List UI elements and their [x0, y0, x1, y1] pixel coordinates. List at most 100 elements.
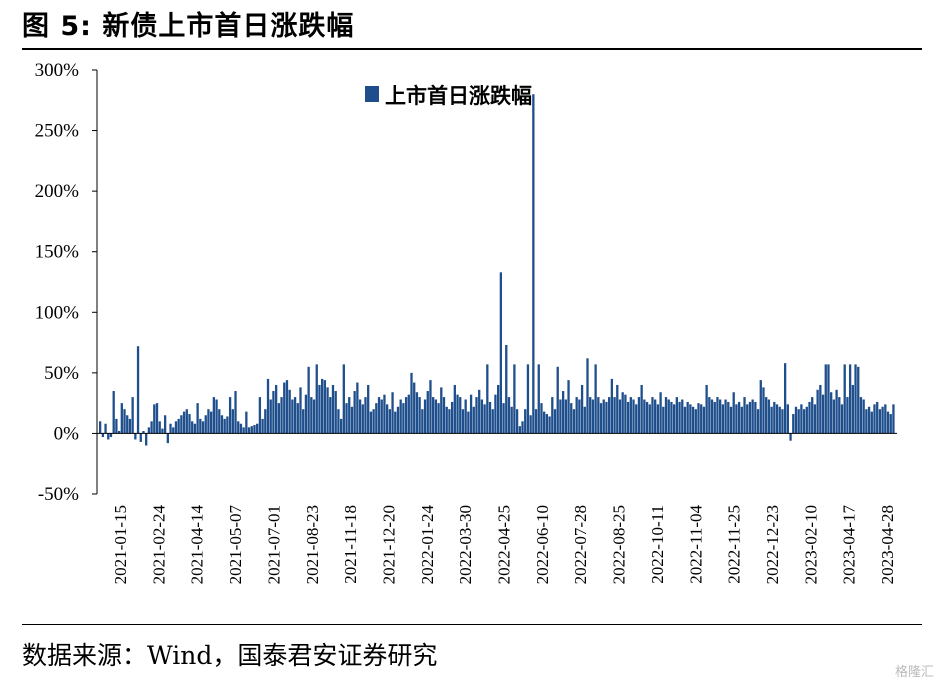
y-tick-label: 200% [35, 181, 80, 202]
bar [207, 409, 210, 434]
bar [721, 404, 725, 434]
bar [786, 404, 789, 434]
x-tick-label: 2022-10-11 [648, 505, 667, 584]
bar [280, 397, 283, 434]
bar [811, 397, 814, 434]
bar [315, 364, 318, 434]
bar [310, 397, 313, 434]
bar [256, 423, 259, 434]
bar [805, 406, 808, 434]
bar [683, 406, 687, 434]
bar [323, 380, 327, 434]
bar [792, 414, 795, 434]
bar [150, 421, 153, 434]
bar [540, 403, 543, 434]
x-tick-label: 2021-01-15 [111, 505, 130, 584]
bar [524, 409, 527, 434]
bar [521, 421, 524, 434]
bar [163, 415, 167, 434]
bar [442, 397, 446, 434]
bar [115, 418, 118, 434]
bar [312, 399, 316, 434]
bar [605, 401, 608, 434]
bar [632, 399, 635, 434]
bar [193, 423, 197, 434]
bar [385, 404, 389, 434]
bar [513, 364, 516, 434]
bar [475, 397, 478, 434]
bar [572, 409, 576, 434]
bar [835, 389, 838, 434]
bar [283, 382, 286, 434]
bar [778, 406, 781, 434]
bar [223, 418, 226, 434]
bar [228, 397, 232, 434]
bar [748, 401, 752, 434]
bar [434, 399, 438, 434]
x-tick-label: 2021-12-20 [379, 505, 398, 584]
bar [285, 380, 289, 434]
y-tick-label: 300% [35, 60, 80, 81]
bar [358, 399, 362, 434]
bar [502, 403, 505, 434]
bar [767, 399, 771, 434]
bar [794, 406, 798, 434]
bar [239, 423, 243, 434]
bar [594, 364, 597, 434]
bar [732, 392, 735, 434]
bar [840, 404, 844, 434]
bar [215, 399, 218, 434]
bar [559, 399, 562, 434]
bar [269, 399, 272, 434]
bar [201, 421, 205, 434]
y-tick-label: 250% [35, 121, 80, 142]
bar [388, 409, 391, 434]
bar [307, 366, 310, 434]
bar [662, 406, 665, 434]
bar [873, 404, 876, 434]
bar [675, 397, 678, 434]
bar [453, 384, 456, 434]
bar [564, 399, 567, 434]
bar [353, 391, 356, 434]
bar [759, 380, 762, 434]
bar [483, 404, 486, 434]
bar [245, 411, 248, 434]
x-tick-label: 2022-08-25 [610, 505, 629, 584]
bar [266, 378, 270, 434]
bar [802, 409, 806, 434]
bar [123, 409, 126, 434]
bar [635, 404, 638, 434]
y-tick-label: 100% [35, 302, 80, 323]
bar [199, 418, 202, 434]
bar [813, 404, 817, 434]
bar [402, 403, 405, 434]
x-tick-label: 2022-04-25 [495, 505, 514, 584]
bar [177, 418, 180, 434]
bar [345, 403, 348, 434]
bar [876, 401, 879, 434]
bar [234, 391, 237, 434]
bar [274, 384, 278, 434]
bar [440, 387, 443, 434]
bar [448, 409, 451, 434]
bar [155, 403, 159, 434]
bar [429, 380, 432, 434]
bar [672, 404, 676, 434]
bar [616, 384, 619, 434]
bar [740, 406, 743, 434]
x-tick-label: 2021-02-24 [149, 505, 168, 585]
bar [432, 397, 435, 434]
bar [737, 401, 741, 434]
bar [226, 416, 229, 434]
bar [104, 423, 107, 434]
bar [231, 409, 234, 434]
bar [329, 397, 332, 434]
bar [372, 409, 375, 434]
bar [583, 406, 586, 434]
bar [710, 399, 714, 434]
x-tick-label: 2022-07-28 [571, 505, 590, 584]
bar [651, 397, 654, 434]
bar [529, 415, 532, 434]
bar [624, 394, 627, 434]
